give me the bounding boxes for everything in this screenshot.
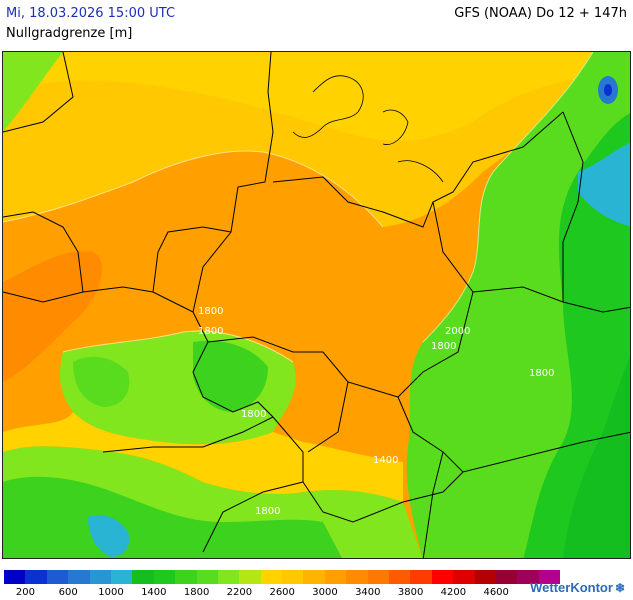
contour-label-6: 1800	[241, 409, 266, 420]
legend-swatch	[303, 570, 325, 584]
contour-label-3: 2000	[445, 326, 470, 337]
contour-line-3	[62, 330, 294, 363]
contour-label-2: 1800	[198, 306, 223, 317]
zone-green-central-west	[73, 356, 130, 407]
zone-2000-north	[3, 52, 630, 141]
color-legend: 200 600 1000 1400 1800 2200 2600 3000 3400 3800 42…	[4, 570, 561, 598]
zone-2600-west	[3, 251, 103, 382]
legend-swatch	[282, 570, 304, 584]
contour-line-2	[422, 52, 594, 343]
weather-map: 1800 1800 2000 1800 1800 1800 1400 1800	[2, 51, 631, 559]
legend-label: 3800	[397, 587, 424, 598]
legend-swatch	[196, 570, 218, 584]
zone-darkblue-northeast	[604, 84, 612, 96]
legend-swatch	[538, 570, 561, 584]
legend-label: 1000	[98, 587, 124, 598]
country-borders	[3, 52, 630, 558]
legend-label: 1400	[141, 587, 167, 598]
legend-swatch	[324, 570, 347, 584]
legend-swatch	[132, 570, 154, 584]
zone-green-south-dark	[3, 476, 342, 558]
contour-label-1: 1800	[198, 326, 223, 337]
zone-green-east-mid	[563, 356, 630, 558]
legend-label: 1800	[183, 587, 210, 598]
legend-color-bar	[4, 570, 561, 584]
legend-swatch	[89, 570, 111, 584]
legend-swatch	[346, 570, 368, 584]
model-run: GFS (NOAA) Do 12 + 147h	[454, 6, 627, 21]
contour-line-1	[3, 150, 384, 228]
legend-label: 2600	[269, 587, 295, 598]
contour-label-5: 1800	[529, 368, 554, 379]
contour-label-4: 1800	[431, 341, 456, 352]
legend-label: 3000	[312, 587, 338, 598]
brand-name: WetterKontor	[530, 580, 613, 595]
legend-swatch	[367, 570, 390, 584]
legend-labels: 200 600 1000 1400 1800 2200 2600 3000 3400 3800 42…	[4, 584, 524, 598]
legend-swatch	[68, 570, 90, 584]
contour-label-7: 1400	[373, 455, 398, 466]
legend-swatch	[495, 570, 518, 584]
legend-swatch	[239, 570, 261, 584]
legend-label: 2200	[226, 587, 253, 598]
zone-green-central-dark	[193, 340, 268, 412]
brand-logo[interactable]: WetterKontor ❄	[530, 580, 625, 595]
legend-swatch	[260, 570, 283, 584]
parameter-title: Nullgradgrenze [m]	[6, 26, 133, 41]
coastlines	[292, 75, 444, 183]
legend-swatch	[153, 570, 176, 584]
zone-green-northwest	[3, 52, 63, 132]
legend-label: 3400	[355, 587, 381, 598]
legend-label: 4600	[483, 587, 509, 598]
snowflake-icon: ❄	[614, 581, 625, 595]
legend-swatch	[453, 570, 475, 584]
legend-swatch	[46, 570, 69, 584]
legend-swatch	[25, 570, 47, 584]
zone-cyan-northeast	[578, 142, 630, 227]
legend-swatch	[474, 570, 496, 584]
legend-label: 4200	[440, 587, 467, 598]
zone-cyan-south	[88, 515, 130, 557]
legend-swatch	[110, 570, 133, 584]
legend-label: 200	[15, 587, 35, 598]
legend-swatch	[175, 570, 197, 584]
forecast-datetime: Mi, 18.03.2026 15:00 UTC	[6, 6, 176, 21]
legend-swatch	[410, 570, 432, 584]
legend-swatch	[4, 570, 26, 584]
legend-swatch	[389, 570, 411, 584]
legend-swatch	[517, 570, 539, 584]
contour-label-8: 1800	[255, 506, 280, 517]
legend-label: 600	[58, 587, 78, 598]
legend-swatch	[431, 570, 454, 584]
legend-swatch	[217, 570, 240, 584]
